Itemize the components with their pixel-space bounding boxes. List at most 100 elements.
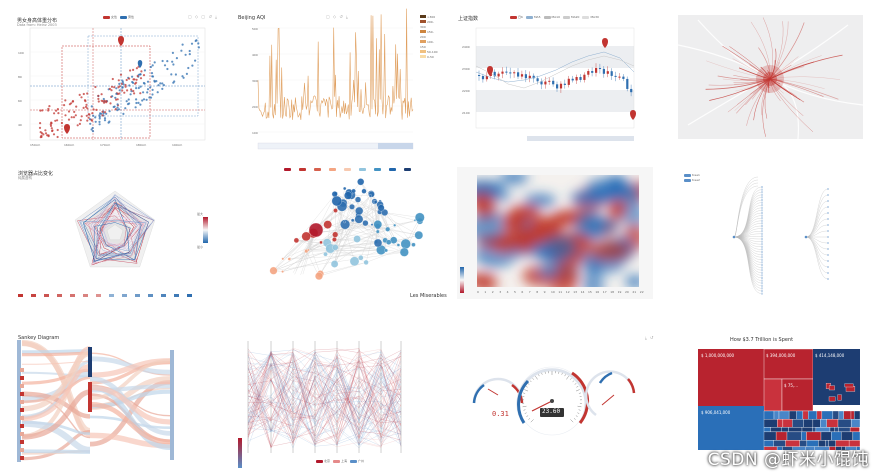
tree-branch xyxy=(805,206,829,238)
heatmap-cell xyxy=(621,206,639,227)
male-point xyxy=(141,99,144,102)
graph-node xyxy=(363,259,369,265)
legend-female[interactable]: 女性 xyxy=(103,15,117,19)
parallel-line xyxy=(247,349,402,436)
graph-node xyxy=(385,226,391,232)
male-point xyxy=(139,73,142,76)
map-road xyxy=(769,76,841,80)
gauge-tick xyxy=(524,412,527,414)
female-point xyxy=(40,132,44,135)
treemap-tile xyxy=(788,427,803,433)
male-point xyxy=(163,64,167,67)
map-panel[interactable] xyxy=(678,15,863,139)
parallel-line xyxy=(247,367,402,434)
parallel-line xyxy=(247,359,402,432)
female-point xyxy=(110,85,114,88)
graph-node xyxy=(375,229,380,234)
tree-panel[interactable]: tree1 tree2 xyxy=(678,167,868,297)
parallel-line xyxy=(247,351,402,441)
svg-text:500: 500 xyxy=(252,27,258,31)
sankey-link xyxy=(21,363,91,422)
treemap-tile xyxy=(802,410,809,420)
female-point xyxy=(135,81,138,84)
gauge-panel[interactable]: ⤓ ↺ 0.31 23.60 xyxy=(452,333,657,473)
aqi-toolbox[interactable]: ▢ ◇ ↺ ⤓ xyxy=(326,14,349,19)
parallel-line xyxy=(247,351,402,447)
female-point xyxy=(70,116,73,119)
graph-legend-item xyxy=(359,168,366,171)
map-road xyxy=(769,78,801,101)
female-point xyxy=(97,100,100,103)
radar-series xyxy=(94,205,155,262)
male-point xyxy=(98,120,101,123)
male-point xyxy=(194,59,197,62)
tree-leaf xyxy=(761,201,763,204)
tree-legend[interactable]: tree1 tree2 xyxy=(684,173,700,182)
heatmap-x-tick: 13 xyxy=(573,290,577,294)
parallel-line xyxy=(247,351,402,448)
gauge-chart xyxy=(472,366,636,436)
gauge-tick xyxy=(572,380,575,383)
parallel-line xyxy=(247,357,402,447)
tree-leaf xyxy=(761,206,763,209)
treemap-tile xyxy=(778,410,790,420)
heatmap-x-tick: 6 xyxy=(521,290,523,294)
map-road xyxy=(738,67,771,80)
kline-legend[interactable]: 日K MA5 MA10 MA20 MA30 xyxy=(510,15,599,19)
graph-node xyxy=(281,270,284,273)
heatmap-x-tick: 0 xyxy=(477,290,479,294)
treemap-tile xyxy=(841,431,853,441)
radar-panel[interactable]: 浏览器占比变化 纯属虚构 最大 最小 xyxy=(0,165,225,310)
graph-node xyxy=(331,195,342,207)
svg-text:100: 100 xyxy=(252,131,258,135)
male-point xyxy=(137,86,140,90)
aqi-visualmap[interactable]: >300 200-300 150-200 100-150 50-100 0-50 xyxy=(420,15,438,59)
kline-panel[interactable]: 上证指数 日K MA5 MA10 MA20 MA30 2400 2300 2200 2… xyxy=(452,0,652,160)
graph-node xyxy=(413,219,417,222)
heatmap-cell xyxy=(502,211,527,232)
treemap-tile xyxy=(834,427,839,433)
male-point xyxy=(121,86,124,89)
candle xyxy=(481,76,485,80)
parallel-line xyxy=(247,356,402,441)
map-chart xyxy=(678,17,863,139)
male-point xyxy=(98,117,101,120)
candle xyxy=(556,84,559,89)
parallel-line xyxy=(247,350,402,445)
scatter-toolbox[interactable]: ▢ ◇ ▢ ↺ ⤓ xyxy=(188,14,218,19)
male-point xyxy=(139,85,142,88)
graph-node xyxy=(368,194,372,198)
graph-panel[interactable]: Les Miserables xyxy=(238,165,448,305)
graph-edge xyxy=(336,200,415,221)
female-point xyxy=(94,85,97,89)
map-road xyxy=(760,66,771,80)
treemap-panel[interactable]: How $3.7 Trillion is Spent $ 1,000,000,0… xyxy=(698,335,860,450)
heatmap-x-tick: 5 xyxy=(514,290,516,294)
gauge-tick xyxy=(530,419,534,423)
male-point xyxy=(108,110,111,113)
male-point xyxy=(153,79,156,82)
tree-branch xyxy=(733,236,763,294)
male-point xyxy=(161,87,164,90)
legend-male[interactable]: 男性 xyxy=(120,15,134,19)
gauge-tick xyxy=(524,389,529,392)
parallel-legend[interactable]: 北京 上海 广州 xyxy=(316,459,364,463)
parallel-line xyxy=(247,354,402,443)
parallel-line xyxy=(247,370,402,446)
gauge-toolbox[interactable]: ⤓ ↺ xyxy=(645,335,655,340)
map-road xyxy=(769,64,792,80)
map-road xyxy=(717,75,771,81)
parallel-line xyxy=(247,376,402,446)
parallel-panel[interactable]: 北京 上海 广州 xyxy=(236,333,436,473)
candle xyxy=(517,72,520,77)
tree-leaf xyxy=(827,272,829,274)
heatmap-panel[interactable]: 0 1 2 3 4 5 6 7 8 9 10 11 12 13 14 15 16 17 18 19 20 21 22 xyxy=(457,167,653,299)
scatter-legend[interactable]: 女性 男性 xyxy=(103,15,134,19)
female-point xyxy=(139,77,143,80)
female-point xyxy=(126,89,129,92)
male-point xyxy=(149,96,153,99)
female-point xyxy=(80,115,83,118)
sankey-panel[interactable]: Sankey Diagram xyxy=(0,330,225,470)
scatter-panel[interactable]: 男女身高体重分布 Data from: Heinz 2003 女性 男性 ▢ ◇… xyxy=(0,0,220,160)
aqi-panel[interactable]: Beijing AQI ▢ ◇ ↺ ⤓ >300 200-300 150-200… xyxy=(228,0,438,160)
